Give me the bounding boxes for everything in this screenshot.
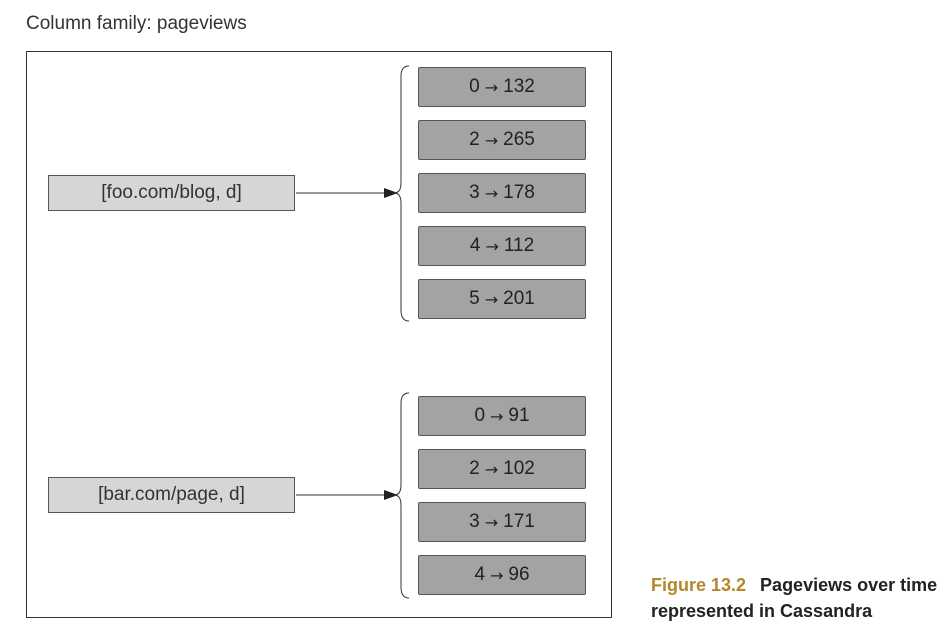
cell-key: 2 bbox=[469, 458, 480, 479]
column-cell: 5 → 201 bbox=[418, 279, 586, 319]
column-cell: 4 → 96 bbox=[418, 555, 586, 595]
cell-value: 91 bbox=[508, 405, 530, 426]
arrow-symbol: → bbox=[484, 459, 499, 479]
arrow-symbol: → bbox=[484, 77, 499, 97]
cell-value: 178 bbox=[503, 182, 535, 203]
cell-key: 5 bbox=[469, 288, 480, 309]
arrow-symbol: → bbox=[490, 565, 504, 585]
cell-key: 2 bbox=[469, 129, 480, 150]
cell-value: 265 bbox=[503, 129, 535, 150]
column-cell: 3 → 178 bbox=[418, 173, 586, 213]
column-cell: 0 → 132 bbox=[418, 67, 586, 107]
cell-key: 3 bbox=[469, 182, 480, 203]
figure-label: Figure 13.2 bbox=[651, 575, 747, 595]
cell-value: 171 bbox=[503, 511, 535, 532]
cell-key: 0 bbox=[469, 76, 480, 97]
column-cell: 0 → 91 bbox=[418, 396, 586, 436]
arrow-symbol: → bbox=[484, 130, 499, 150]
column-cell: 4 → 112 bbox=[418, 226, 586, 266]
column-cell: 2 → 265 bbox=[418, 120, 586, 160]
brace-bar bbox=[393, 392, 410, 599]
arrow-symbol: → bbox=[490, 406, 504, 426]
cell-key: 0 bbox=[474, 405, 486, 426]
cell-value: 96 bbox=[508, 564, 530, 585]
cell-key: 3 bbox=[469, 511, 480, 532]
cell-key: 4 bbox=[474, 564, 486, 585]
column-cell: 2 → 102 bbox=[418, 449, 586, 489]
cell-value: 102 bbox=[503, 458, 535, 479]
column-family-frame bbox=[26, 51, 612, 618]
arrow-symbol: → bbox=[484, 289, 499, 309]
cell-key: 4 bbox=[469, 235, 481, 256]
diagram-title: Column family: pageviews bbox=[26, 13, 247, 34]
brace-foo bbox=[393, 65, 410, 322]
figure-caption: Figure 13.2 Pageviews over time represent… bbox=[651, 572, 946, 624]
row-key-bar-page: [bar.com/page, d] bbox=[48, 477, 295, 513]
arrow-symbol: → bbox=[485, 236, 499, 256]
arrow-symbol: → bbox=[484, 512, 499, 532]
arrow-symbol: → bbox=[484, 183, 499, 203]
cell-value: 112 bbox=[503, 235, 535, 256]
cell-value: 201 bbox=[503, 288, 535, 309]
cell-value: 132 bbox=[503, 76, 535, 97]
figure-caption-text: Pageviews over time represented in Cassa… bbox=[651, 575, 938, 621]
row-key-foo-blog: [foo.com/blog, d] bbox=[48, 175, 295, 211]
column-cell: 3 → 171 bbox=[418, 502, 586, 542]
